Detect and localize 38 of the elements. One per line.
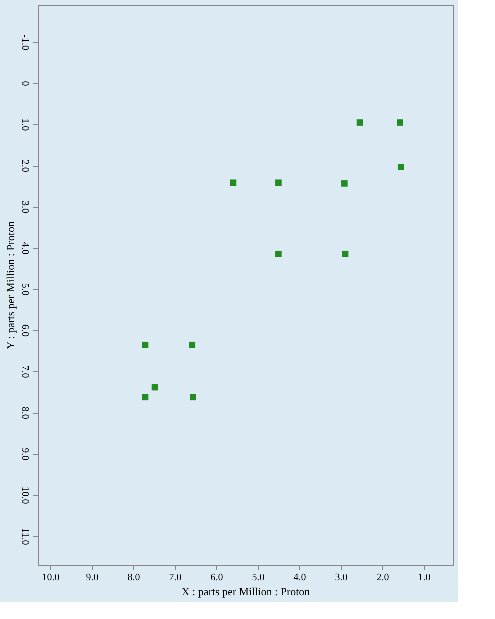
x-tick-label: 3.0 — [335, 572, 348, 584]
x-tick-label: 2.0 — [376, 572, 390, 584]
point — [276, 250, 282, 258]
point — [152, 384, 158, 391]
y-tick-label: 10.0 — [20, 486, 30, 504]
point — [142, 342, 149, 348]
point — [276, 180, 282, 186]
x-axis-title: X : parts per Million : Proton — [182, 586, 311, 598]
y-tick-label: 6.0 — [20, 324, 30, 338]
x-tick-label: 9.0 — [86, 572, 99, 584]
y-tick-label: 7.0 — [20, 366, 30, 378]
x-tick-label: 7.0 — [169, 572, 182, 584]
point — [398, 164, 404, 170]
y-tick-label: 11.0 — [20, 528, 30, 546]
x-tick-label: 1.0 — [418, 572, 431, 584]
y-tick-label: 3.0 — [20, 201, 30, 214]
point — [342, 180, 348, 187]
point — [356, 120, 364, 126]
point — [189, 342, 196, 348]
point — [342, 250, 349, 258]
point — [230, 180, 237, 186]
y-tick-label: 1.0 — [20, 118, 30, 132]
x-tick-label: 10.0 — [42, 572, 60, 584]
y-tick-label: -1.0 — [20, 34, 30, 50]
x-tick-label: 6.0 — [210, 572, 224, 584]
y-tick-label: 0 — [20, 81, 30, 86]
point — [142, 394, 149, 401]
point — [397, 120, 404, 126]
y-axis-title: Y : parts per Million : Proton — [6, 221, 18, 350]
y-tick-label: 9.0 — [20, 448, 30, 461]
x-tick-label: 5.0 — [252, 572, 265, 584]
y-tick-label: 8.0 — [20, 406, 30, 420]
x-tick-label: 8.0 — [128, 572, 140, 584]
x-tick-label: 4.0 — [294, 572, 306, 584]
y-tick-label: 2.0 — [20, 160, 30, 172]
y-tick-label: 4.0 — [20, 242, 30, 255]
point — [190, 394, 196, 401]
y-tick-label: 5.0 — [20, 283, 30, 296]
